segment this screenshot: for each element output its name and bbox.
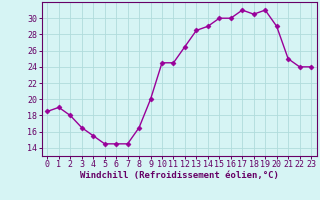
X-axis label: Windchill (Refroidissement éolien,°C): Windchill (Refroidissement éolien,°C) xyxy=(80,171,279,180)
